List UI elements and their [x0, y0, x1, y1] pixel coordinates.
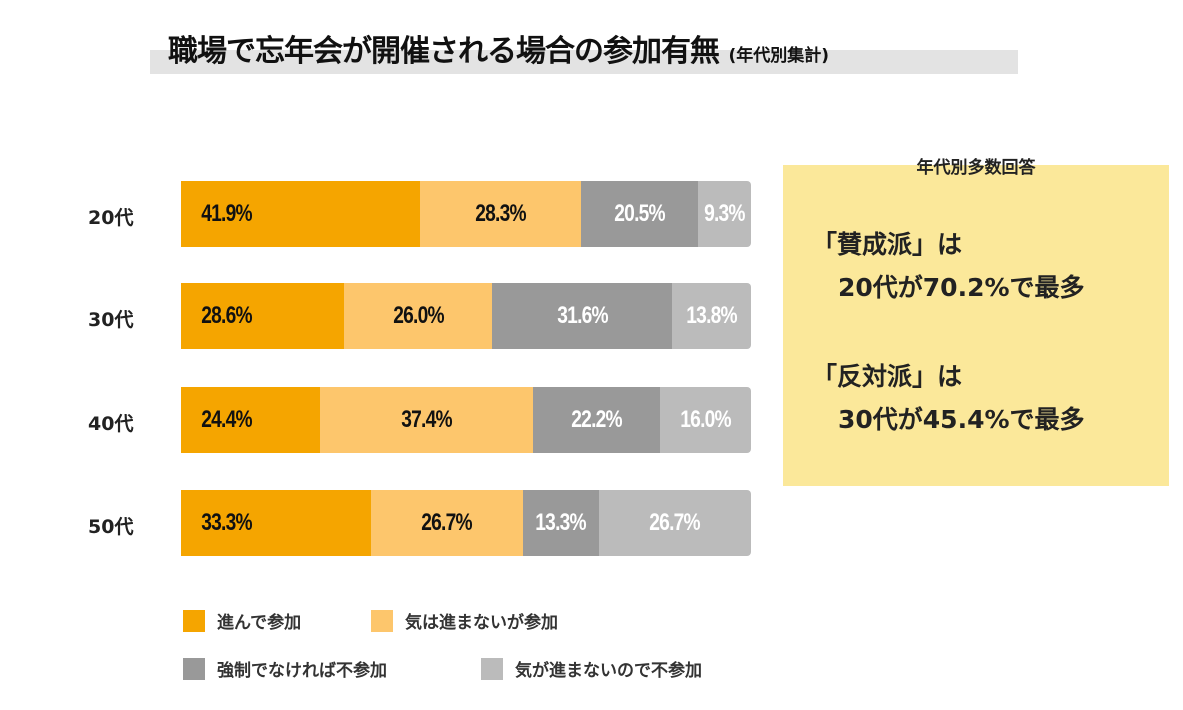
- data-label: 9.3%: [704, 200, 745, 227]
- summary-line-2: 20代が70.2%で最多: [838, 273, 1085, 302]
- legend-item: 強制でなければ不参加: [183, 656, 387, 681]
- summary-title: 年代別多数回答: [916, 158, 1036, 178]
- data-label: 20.5%: [614, 200, 665, 227]
- data-label: 31.6%: [557, 302, 608, 329]
- row-label: 40代: [88, 413, 134, 435]
- summary-panel: [783, 165, 1169, 486]
- data-label: 16.0%: [680, 406, 731, 433]
- data-label: 37.4%: [401, 406, 452, 433]
- bar-segment: 41.9%: [181, 181, 420, 247]
- bar-row: 41.9% 28.3% 20.5% 9.3%: [181, 181, 751, 247]
- bar-segment: 26.0%: [344, 283, 493, 349]
- legend-label: 気は進まないが参加: [405, 613, 558, 633]
- data-label: 13.8%: [686, 302, 737, 329]
- data-label: 24.4%: [201, 406, 252, 433]
- title-subtitle: (年代別集計): [728, 46, 829, 66]
- bar-row: 33.3% 26.7% 13.3% 26.7%: [181, 490, 751, 556]
- data-label: 26.0%: [392, 302, 444, 329]
- data-label: 28.6%: [201, 302, 252, 329]
- bar-segment: 28.3%: [419, 181, 582, 247]
- data-label: 33.3%: [201, 509, 252, 536]
- legend-label: 強制でなければ不参加: [217, 661, 387, 681]
- bar-segment: 26.7%: [370, 490, 523, 556]
- data-label: 26.7%: [649, 509, 701, 536]
- legend-swatch: [481, 657, 503, 680]
- legend-label: 気が進まないので不参加: [515, 661, 702, 681]
- data-label: 28.3%: [475, 200, 526, 227]
- bar-segment: 37.4%: [320, 387, 534, 453]
- bar-segment: 22.2%: [533, 387, 660, 453]
- bar-segment: 24.4%: [181, 387, 321, 453]
- legend-label: 進んで参加: [217, 613, 302, 633]
- title-highlight: [150, 50, 1018, 74]
- data-label: 22.2%: [571, 406, 622, 433]
- bar-segment: 16.0%: [659, 387, 751, 453]
- bar-segment: 13.3%: [522, 490, 599, 556]
- legend-swatch: [183, 657, 205, 680]
- legend-item: 気は進まないが参加: [371, 608, 558, 633]
- legend-item: 気が進まないので不参加: [481, 656, 702, 681]
- summary-line-3: 「反対派」は: [812, 362, 963, 391]
- legend-item: 進んで参加: [183, 608, 301, 633]
- bar-segment: 31.6%: [492, 283, 673, 349]
- data-label: 13.3%: [535, 509, 587, 536]
- row-label: 30代: [88, 309, 134, 331]
- data-label: 41.9%: [201, 200, 252, 227]
- row-label: 20代: [88, 207, 134, 229]
- summary-line-1: 「賛成派」は: [812, 230, 963, 259]
- bar-segment: 20.5%: [581, 181, 698, 247]
- bar-segment: 13.8%: [672, 283, 751, 349]
- bar-segment: 9.3%: [697, 181, 751, 247]
- bar-row: 28.6% 26.0% 31.6% 13.8%: [181, 283, 751, 349]
- summary-line-4: 30代が45.4%で最多: [838, 405, 1085, 434]
- bar-row: 24.4% 37.4% 22.2% 16.0%: [181, 387, 751, 453]
- row-label: 50代: [88, 516, 134, 538]
- bar-segment: 28.6%: [181, 283, 345, 349]
- legend-swatch: [183, 609, 205, 632]
- chart-title: 職場で忘年会が開催される場合の参加有無 (年代別集計): [168, 26, 829, 70]
- title-text: 職場で忘年会が開催される場合の参加有無: [168, 34, 720, 69]
- data-label: 26.7%: [421, 509, 473, 536]
- legend-swatch: [371, 609, 393, 632]
- bar-segment: 26.7%: [598, 490, 751, 556]
- bar-segment: 33.3%: [181, 490, 371, 556]
